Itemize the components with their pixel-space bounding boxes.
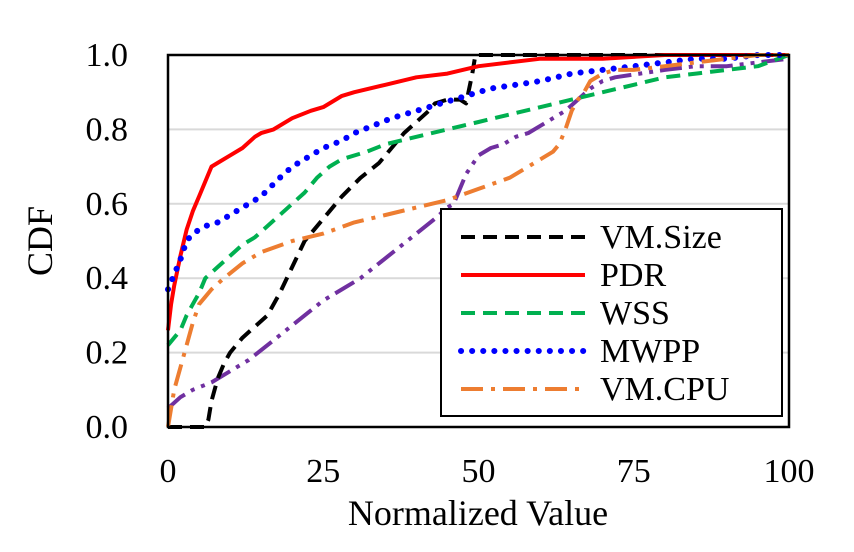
x-tick-label: 25 [306,453,340,490]
legend-label: WSS [600,295,670,332]
x-tick-label: 50 [462,453,496,490]
axis-tick-labels: 0.0 0.2 0.4 0.6 0.8 1.0 0 25 50 75 100 [86,37,815,490]
plot-area-frame [166,53,791,429]
x-tick-label: 100 [764,453,815,490]
series-line-vm-cpu [166,53,789,428]
y-tick-label: 1.0 [86,37,129,74]
y-axis-title: CDF [20,206,60,276]
legend-label: VM.Size [600,219,722,256]
y-tick-label: 0.8 [86,111,129,148]
legend-box [440,208,783,417]
x-axis-title: Normalized Value [348,493,608,533]
series-line-mwpp [165,52,792,293]
x-tick-label: 75 [617,453,651,490]
y-tick-label: 0.4 [86,260,129,297]
legend-label: VM.CPU [600,371,729,408]
y-tick-label: 0.6 [86,186,129,223]
series-line-pdr [166,53,789,331]
series-line-unlabeled-purple [166,56,790,410]
x-tick-label: 0 [160,453,177,490]
y-tick-label: 0.2 [86,335,129,372]
legend-label: PDR [600,257,666,294]
series-lines [165,52,792,429]
legend-label: MWPP [600,333,700,370]
y-tick-label: 0.0 [86,409,129,446]
series-line-wss [166,53,790,347]
